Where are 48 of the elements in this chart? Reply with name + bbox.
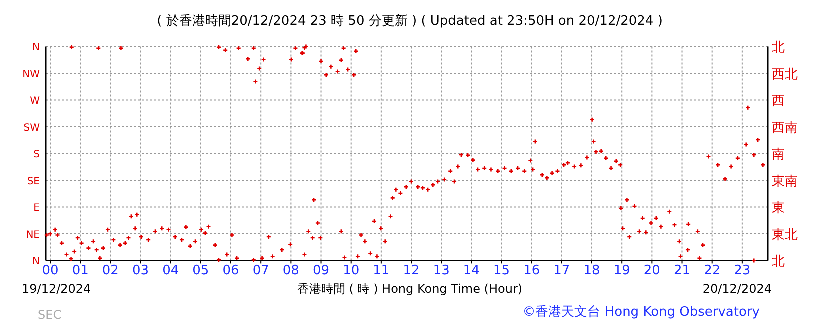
x-tick-label: 11 (373, 264, 390, 279)
x-tick-label: 23 (734, 264, 751, 279)
x-tick-label: 21 (674, 264, 691, 279)
text: 南 (772, 148, 785, 163)
text: 北 (772, 40, 785, 56)
x-tick-label: 13 (433, 264, 450, 279)
text: 北 (772, 254, 785, 270)
text: ©香港天文台 Hong Kong Observatory (522, 305, 760, 320)
text: 19/12/2024 (22, 282, 92, 296)
text: SW (24, 122, 40, 134)
text: N (32, 42, 40, 54)
text: E (34, 203, 40, 214)
x-tick-label: 15 (493, 264, 510, 279)
x-tick-label: 00 (42, 264, 59, 279)
text: 20/12/2024 (702, 282, 772, 296)
chart-title: ( 於香港時間20/12/2024 23 時 50 分更新 ) ( Updated at 23:50H on 20/12/2024 ) (157, 14, 663, 29)
x-tick-label: 20 (644, 264, 660, 279)
x-tick-label: 06 (222, 264, 240, 279)
text: NE (26, 230, 40, 241)
x-tick-label: 03 (132, 264, 150, 279)
x-tick-label: 01 (72, 264, 89, 279)
x-tick-label: 08 (282, 264, 300, 279)
text: SEC (38, 308, 62, 322)
x-tick-label: 10 (343, 264, 360, 279)
text: 東南 (772, 174, 798, 190)
x-tick-label: 02 (102, 264, 119, 279)
x-tick-label: 04 (162, 264, 180, 279)
text: NW (22, 69, 40, 80)
x-axis-title: 香港時間 ( 時 ) Hong Kong Time (Hour) (297, 282, 523, 296)
text: W (30, 96, 40, 108)
text: 東北 (772, 228, 798, 243)
x-tick-label: 18 (584, 264, 600, 279)
x-tick-label: 12 (403, 264, 420, 279)
x-tick-label: 19 (614, 264, 630, 279)
text: SE (27, 176, 40, 188)
x-tick-label: 14 (463, 264, 480, 279)
x-tick-label: 07 (252, 264, 270, 279)
x-tick-label: 22 (704, 264, 721, 279)
text: 西 (772, 94, 785, 110)
x-tick-label: 16 (524, 264, 540, 279)
x-tick-label: 17 (554, 264, 570, 279)
text: 西南 (772, 120, 798, 136)
x-tick-label: 05 (192, 264, 210, 279)
text: S (34, 150, 40, 161)
text: 東 (772, 201, 785, 216)
x-tick-label: 09 (312, 264, 330, 279)
text: 西北 (772, 67, 798, 82)
text: N (32, 256, 40, 268)
